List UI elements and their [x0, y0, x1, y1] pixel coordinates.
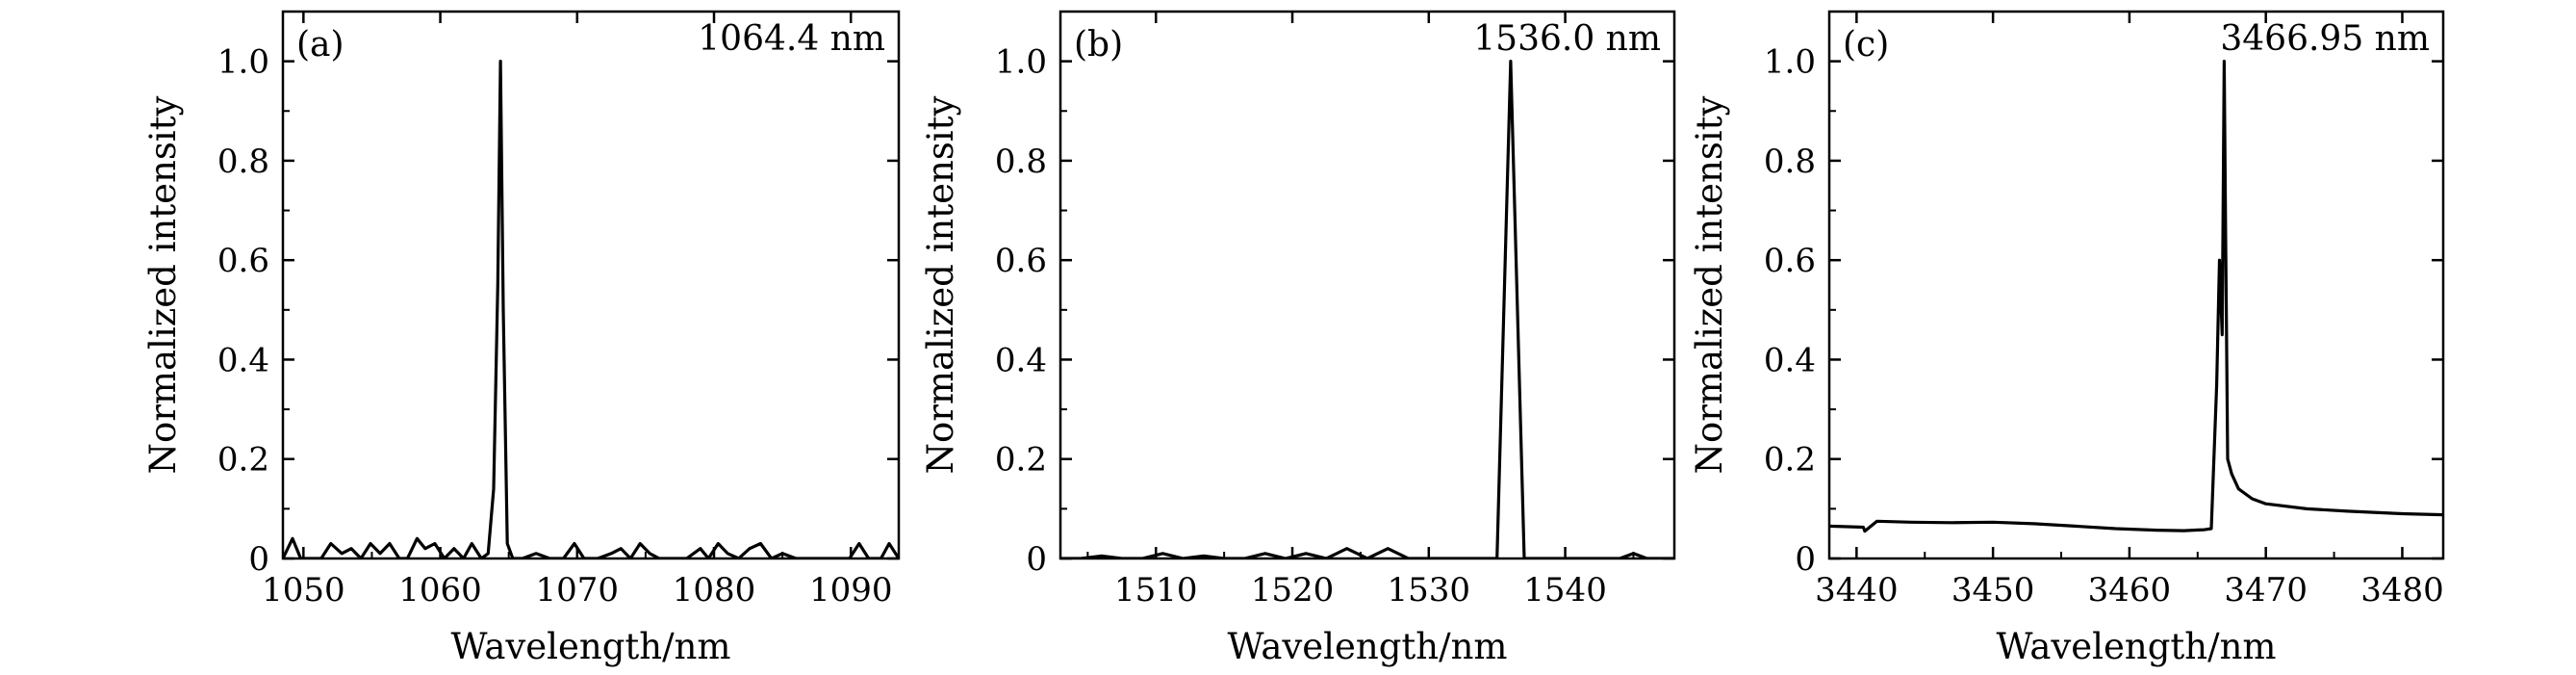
peak-wavelength-label: 3466.95 nm: [2220, 19, 2430, 59]
y-tick-label: 0.6: [1764, 242, 1816, 280]
y-tick-label: 0.8: [995, 143, 1047, 181]
x-tick-label: 1510: [1114, 571, 1198, 610]
y-tick-label: 1.0: [217, 43, 269, 82]
x-tick-label: 3440: [1815, 571, 1899, 610]
x-tick-label: 1080: [673, 571, 756, 610]
y-tick-label: 0.2: [217, 441, 269, 480]
y-tick-label: 0.8: [1764, 143, 1816, 181]
x-tick-label: 1090: [809, 571, 893, 610]
y-tick-label: 0.4: [995, 341, 1047, 379]
y-tick-label: 1.0: [995, 43, 1047, 82]
y-tick-label: 0.4: [217, 341, 269, 379]
y-tick-label: 1.0: [1764, 43, 1816, 82]
plot-frame: [1827, 10, 2445, 560]
y-axis-title: Normalized intensity: [1689, 95, 1730, 474]
chart-panel-b: 1510 1520 1530 1540 0 0.2 0.4 0.6 0.8 1.0 Waveleng…: [920, 10, 1676, 667]
y-tick-label: 0: [1026, 540, 1047, 579]
peak-wavelength-label: 1064.4 nm: [698, 19, 885, 59]
chart-panel-c: 3440 3450 3460 3470 3480 0 0.2 0.4 0.6 0.8 1.0 Wave…: [1689, 10, 2445, 667]
peak-wavelength-label: 1536.0 nm: [1473, 19, 1661, 59]
panel-label: (b): [1074, 25, 1123, 65]
y-tick-label: 0.2: [1764, 441, 1816, 480]
y-tick-label: 0.4: [1764, 341, 1816, 379]
plot-frame: [281, 10, 901, 560]
y-tick-label: 0.2: [995, 441, 1047, 480]
x-tick-label: 1530: [1388, 571, 1471, 610]
plot-frame: [1058, 10, 1676, 560]
x-tick-label: 1520: [1251, 571, 1335, 610]
chart-panel-a: 1050 1060 1070 1080 1090 0 0.2 0.4 0.6 0.8 1.0 Wave…: [142, 10, 901, 667]
x-tick-label: 3480: [2360, 571, 2444, 610]
y-tick-label: 0.8: [217, 143, 269, 181]
x-tick-label: 3470: [2224, 571, 2308, 610]
data-series-line: [283, 59, 899, 558]
y-tick-label: 0: [248, 540, 269, 579]
x-tick-label: 1060: [398, 571, 482, 610]
x-axis-title: Wavelength/nm: [1997, 626, 2277, 667]
x-tick-label: 1070: [536, 571, 620, 610]
x-axis-title: Wavelength/nm: [451, 626, 731, 667]
y-tick-label: 0.6: [217, 242, 269, 280]
y-tick-label: 0: [1795, 540, 1816, 579]
y-axis-title: Normalized intensity: [920, 95, 961, 474]
x-axis-title: Wavelength/nm: [1228, 626, 1508, 667]
y-axis-title: Normalized intensity: [142, 95, 184, 474]
x-tick-label: 1540: [1523, 571, 1607, 610]
y-tick-label: 0.6: [995, 242, 1047, 280]
x-tick-label: 1050: [262, 571, 345, 610]
x-tick-label: 3460: [2088, 571, 2172, 610]
data-series-line: [1829, 59, 2443, 533]
x-tick-label: 3450: [1951, 571, 2035, 610]
data-series-line: [1060, 59, 1674, 558]
panel-label: (a): [296, 25, 344, 65]
panel-label: (c): [1843, 25, 1889, 65]
